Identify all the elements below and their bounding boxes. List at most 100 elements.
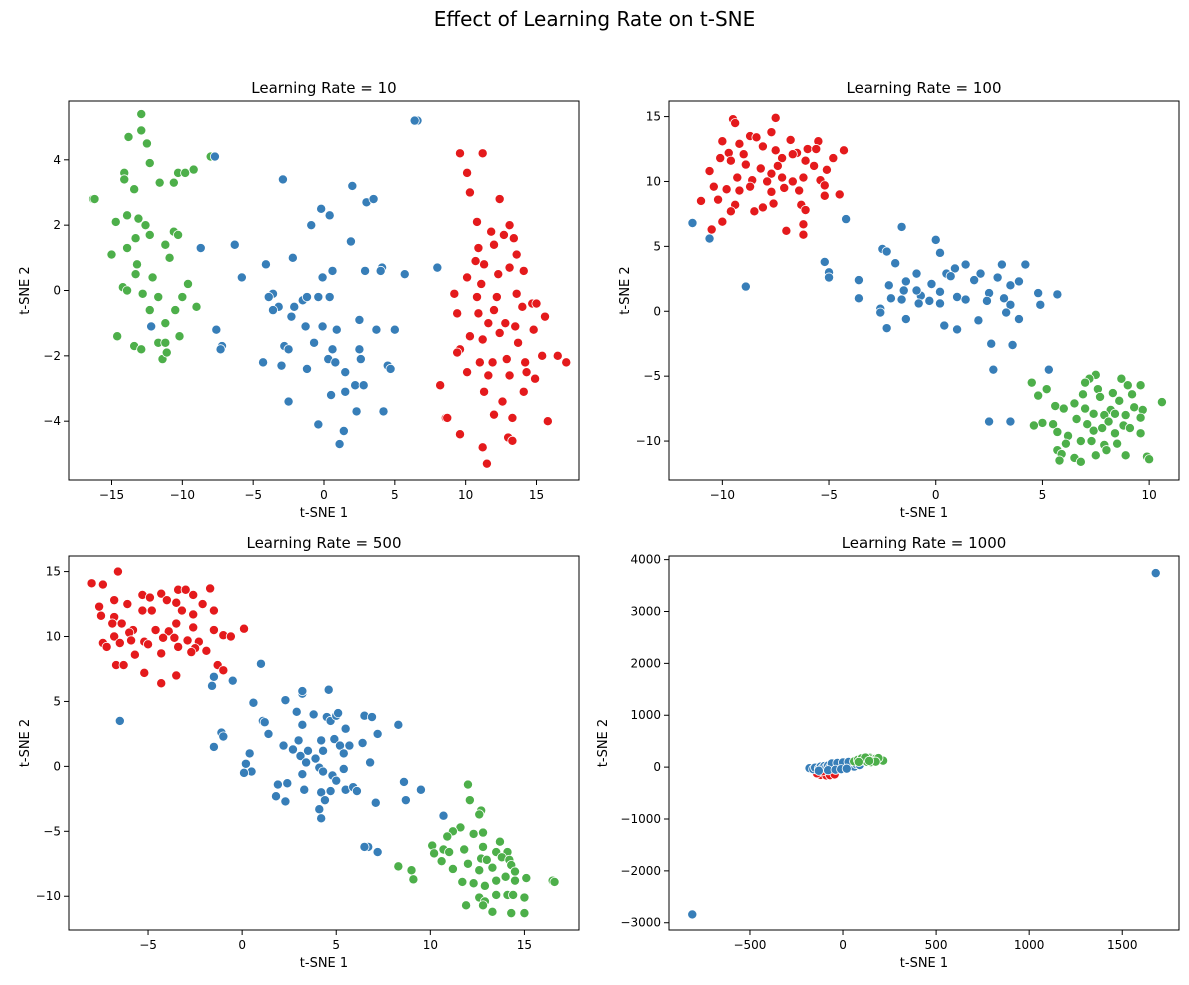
scatter-point — [359, 841, 370, 852]
scatter-point — [163, 626, 174, 637]
scatter-point — [130, 269, 141, 280]
scatter-point — [399, 269, 410, 280]
y-tick-label: −5 — [643, 369, 661, 383]
scatter-point — [171, 597, 182, 608]
scatter-point — [476, 278, 487, 289]
scatter-point — [819, 180, 830, 191]
scatter-point — [161, 595, 172, 606]
scatter-point — [95, 610, 106, 621]
y-tick-label: 10 — [646, 174, 661, 188]
scatter-point — [1088, 425, 1099, 436]
scatter-point — [468, 828, 479, 839]
scatter-point — [331, 324, 342, 335]
x-tick-label: −15 — [99, 488, 124, 502]
scatter-point — [408, 874, 419, 885]
scatter-point — [853, 293, 864, 304]
scatter-point — [114, 638, 125, 649]
y-tick-label: 10 — [46, 630, 61, 644]
scatter-point — [248, 697, 259, 708]
scatter-point — [317, 272, 328, 283]
scatter-point — [1052, 289, 1063, 300]
scatter-point — [459, 844, 470, 855]
scatter-point — [491, 292, 502, 303]
scatter-point — [900, 314, 911, 325]
scatter-point — [150, 625, 161, 636]
scatter-point — [973, 315, 984, 326]
scatter-point — [478, 827, 489, 838]
scatter-point — [481, 854, 492, 865]
scatter-point — [122, 243, 133, 254]
scatter-point — [1144, 454, 1155, 465]
scatter-point — [721, 184, 732, 195]
scatter-point — [240, 758, 251, 769]
scatter-point — [1041, 384, 1052, 395]
y-tick-label: 4000 — [630, 553, 661, 567]
scatter-point — [171, 618, 182, 629]
scatter-point — [365, 757, 376, 768]
scatter-point — [1071, 413, 1082, 424]
scatter-point — [494, 194, 505, 205]
scatter-point — [717, 216, 728, 227]
scatter-point — [510, 321, 521, 332]
scatter-point — [960, 294, 971, 305]
scatter-point — [1005, 416, 1016, 427]
scatter-point — [297, 719, 308, 730]
scatter-point — [1127, 389, 1138, 400]
scatter-point — [313, 292, 324, 303]
scatter-point — [263, 728, 274, 739]
scatter-point — [477, 148, 488, 159]
scatter-point — [751, 132, 762, 143]
scatter-point — [208, 605, 219, 616]
scatter-point — [483, 318, 494, 329]
scatter-point — [324, 292, 335, 303]
scatter-point — [766, 168, 777, 179]
scatter-point — [300, 321, 311, 332]
scatter-point — [358, 380, 369, 391]
scatter-point — [297, 686, 308, 697]
scatter-point — [144, 305, 155, 316]
scatter-point — [984, 416, 995, 427]
scatter-point — [182, 635, 193, 646]
scatter-point — [406, 865, 417, 876]
scatter-point — [375, 265, 386, 276]
subplot-title: Learning Rate = 10 — [251, 79, 396, 97]
scatter-point — [478, 900, 489, 911]
scatter-point — [1103, 416, 1114, 427]
scatter-point — [481, 458, 492, 469]
scatter-point — [477, 442, 488, 453]
scatter-point — [1097, 423, 1108, 434]
y-tick-label: 0 — [653, 304, 661, 318]
scatter-point — [208, 741, 219, 752]
scatter-point — [528, 324, 539, 335]
scatter-point — [999, 293, 1010, 304]
y-tick-label: −2000 — [620, 864, 661, 878]
scatter-point — [389, 324, 400, 335]
scatter-point — [507, 435, 518, 446]
scatter-point — [464, 187, 475, 198]
scatter-point — [287, 744, 298, 755]
scatter-point — [277, 174, 288, 185]
scatter-point — [930, 234, 941, 245]
scatter-point — [517, 301, 528, 312]
y-tick-label: 5 — [53, 694, 61, 708]
scatter-point — [540, 311, 551, 322]
x-tick-label: −10 — [710, 488, 735, 502]
y-tick-label: 1000 — [630, 708, 661, 722]
scatter-point — [766, 186, 777, 197]
scatter-point — [324, 210, 335, 221]
scatter-point — [457, 876, 468, 887]
scatter-points — [687, 568, 1161, 920]
scatter-point — [1109, 408, 1120, 419]
scatter-point — [770, 112, 781, 123]
scatter-point — [129, 184, 140, 195]
scatter-point — [295, 750, 306, 761]
scatter-point — [330, 357, 341, 368]
scatter-point — [704, 166, 715, 177]
scatter-point — [926, 279, 937, 290]
scatter-point — [205, 583, 216, 594]
scatter-point — [280, 796, 291, 807]
scatter-point — [301, 292, 312, 303]
scatter-point — [164, 252, 175, 263]
